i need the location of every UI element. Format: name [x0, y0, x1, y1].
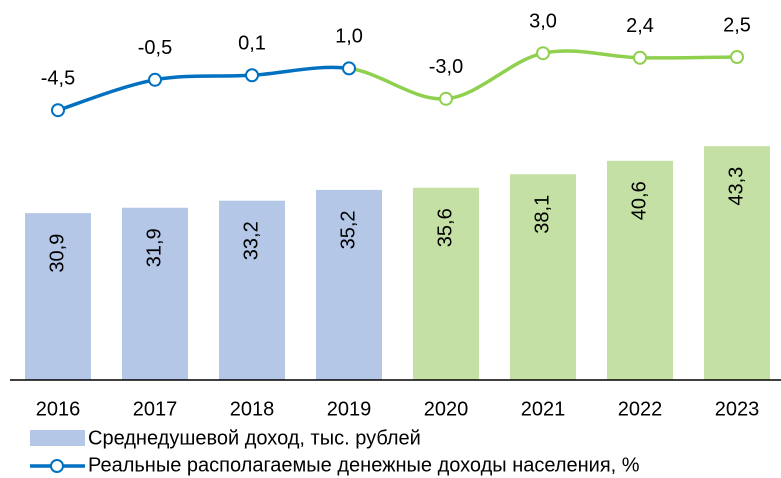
bar	[704, 146, 770, 380]
line-marker	[536, 46, 550, 61]
legend-label: Среднедушевой доход, тыс. рублей	[88, 427, 421, 449]
bar-value-label: 30,9	[46, 234, 68, 273]
bar	[25, 213, 91, 380]
bar-value-label: 33,2	[240, 221, 262, 260]
x-tick-label: 2017	[133, 398, 178, 420]
bar-value-label: 43,3	[725, 167, 747, 206]
line-segment	[154, 73, 253, 82]
bar	[510, 174, 576, 380]
line-segment	[445, 51, 544, 101]
legend-swatch	[30, 430, 85, 446]
line-value-label: 3,0	[529, 10, 557, 32]
bar-value-label: 31,9	[143, 228, 165, 267]
line-marker	[439, 91, 453, 106]
bar-value-label: 40,6	[628, 181, 650, 220]
line-value-label: -0,5	[138, 37, 172, 59]
bar-value-label: 35,2	[337, 210, 359, 249]
bar	[219, 200, 285, 380]
line-segment	[542, 49, 641, 60]
bar	[316, 189, 382, 380]
line-value-label: 1,0	[335, 26, 363, 48]
x-tick-label: 2021	[521, 398, 566, 420]
bar-value-label: 35,6	[434, 208, 456, 247]
line-marker	[730, 50, 744, 64]
line-marker	[51, 103, 65, 118]
line-value-label: -3,0	[429, 56, 463, 78]
line-value-label: -4,5	[41, 67, 75, 89]
x-tick-label: 2018	[230, 398, 275, 420]
line-segment	[639, 55, 738, 60]
x-tick-label: 2019	[327, 398, 372, 420]
bar	[122, 207, 188, 380]
line-marker	[245, 68, 259, 83]
x-tick-label: 2016	[36, 398, 81, 420]
line-value-label: 2,4	[626, 15, 654, 37]
line-value-label: 0,1	[238, 33, 266, 55]
x-tick-label: 2022	[618, 398, 663, 420]
bar-value-label: 38,1	[531, 195, 553, 234]
x-tick-label: 2023	[715, 398, 760, 420]
line-marker	[633, 50, 647, 65]
line-marker	[342, 61, 356, 76]
legend-swatch	[50, 459, 64, 473]
line-segment	[348, 66, 447, 101]
bar	[607, 160, 673, 380]
legend-label: Реальные располагаемые денежные доходы н…	[88, 454, 640, 476]
x-tick-label: 2020	[424, 398, 469, 420]
line-marker	[148, 72, 162, 87]
line-segment	[251, 65, 350, 77]
line-value-label: 2,5	[723, 14, 751, 36]
bar	[413, 187, 479, 380]
